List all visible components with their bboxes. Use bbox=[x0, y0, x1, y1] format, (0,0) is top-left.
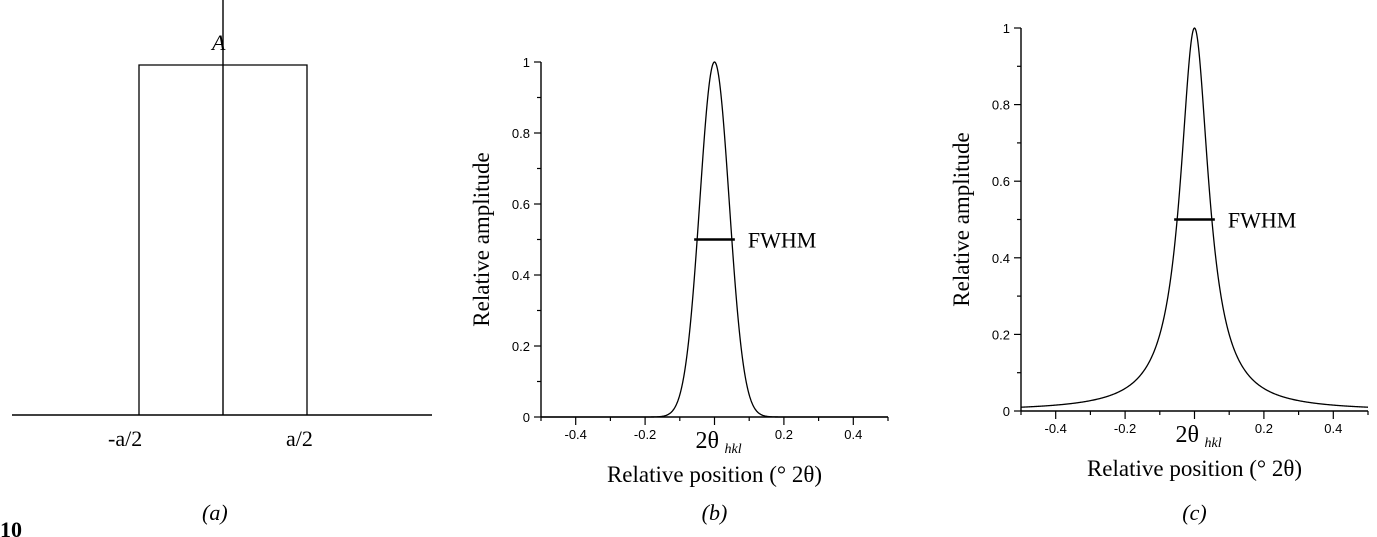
panel-b-y-tick-label: 1 bbox=[523, 55, 530, 70]
panel-a-tick-label-left: -a/2 bbox=[108, 426, 142, 451]
panel-c-center-label: 2θ bbox=[1176, 422, 1200, 448]
panel-b-x-tick-label: -0.2 bbox=[634, 427, 656, 442]
corner-figure-number: 10 bbox=[0, 517, 22, 537]
panel-a-label: (a) bbox=[202, 500, 228, 525]
panel-c-label: (c) bbox=[1182, 500, 1206, 525]
panel-c-x-tick-label: -0.4 bbox=[1044, 421, 1066, 436]
panel-c-y-tick-label: 1 bbox=[1003, 21, 1010, 36]
panel-c-x-tick-label: -0.2 bbox=[1114, 421, 1136, 436]
panel-b-x-axis-title: Relative position (° 2θ) bbox=[607, 462, 822, 487]
panel-b-y-tick-label: 0 bbox=[523, 410, 530, 425]
panel-a-rectangle-function: A -a/2 a/2 (a) bbox=[12, 0, 432, 525]
panel-c-lorentzian-chart: -0.4 -0.2 0.2 0.4 0 0.2 0.4 0.6 0.8 1 FWHM 2θ hkl Rel… bbox=[949, 21, 1369, 525]
panel-c-x-tick-label: 0.2 bbox=[1255, 421, 1273, 436]
panel-a-tick-label-right: a/2 bbox=[286, 426, 313, 451]
panel-b-y-tick-label: 0.2 bbox=[512, 339, 530, 354]
panel-b-x-tick-label: 0.4 bbox=[844, 427, 862, 442]
panel-c-x-axis-title: Relative position (° 2θ) bbox=[1087, 456, 1302, 481]
panel-c-y-tick-label: 0.6 bbox=[992, 174, 1010, 189]
panel-b-x-tick-label: -0.4 bbox=[564, 427, 586, 442]
panel-b-x-tick-label: 0.2 bbox=[775, 427, 793, 442]
panel-c-y-tick-label: 0.4 bbox=[992, 251, 1010, 266]
panel-b-y-tick-label: 0.6 bbox=[512, 197, 530, 212]
panel-c-center-label-sub: hkl bbox=[1205, 436, 1222, 451]
panel-c-profile-curve bbox=[1020, 27, 1369, 408]
panel-a-height-label: A bbox=[210, 30, 226, 55]
panel-b-y-tick-label: 0.4 bbox=[512, 268, 530, 283]
panel-c-y-tick-label: 0.2 bbox=[992, 327, 1010, 342]
panel-b-y-axis-title: Relative amplitude bbox=[469, 152, 494, 326]
panel-b-gaussian-chart: -0.4 -0.2 0.2 0.4 0 0.2 0.4 0.6 0.8 1 FWHM 2θ hkl Rel… bbox=[469, 55, 889, 525]
panel-c-y-axis-title: Relative amplitude bbox=[949, 132, 974, 306]
panel-b-fwhm-label: FWHM bbox=[748, 228, 816, 253]
panel-c-y-tick-label: 0.8 bbox=[992, 98, 1010, 113]
panel-b-label: (b) bbox=[702, 500, 728, 525]
panel-a-rectangle bbox=[138, 64, 308, 415]
panel-c-x-tick-label: 0.4 bbox=[1324, 421, 1342, 436]
panel-c-y-tick-label: 0 bbox=[1003, 404, 1010, 419]
panel-b-profile-curve bbox=[541, 61, 888, 418]
panel-b-center-label: 2θ bbox=[696, 428, 720, 454]
panel-c-fwhm-label: FWHM bbox=[1228, 208, 1296, 233]
panel-b-y-tick-label: 0.8 bbox=[512, 126, 530, 141]
panel-b-center-label-sub: hkl bbox=[725, 442, 742, 457]
